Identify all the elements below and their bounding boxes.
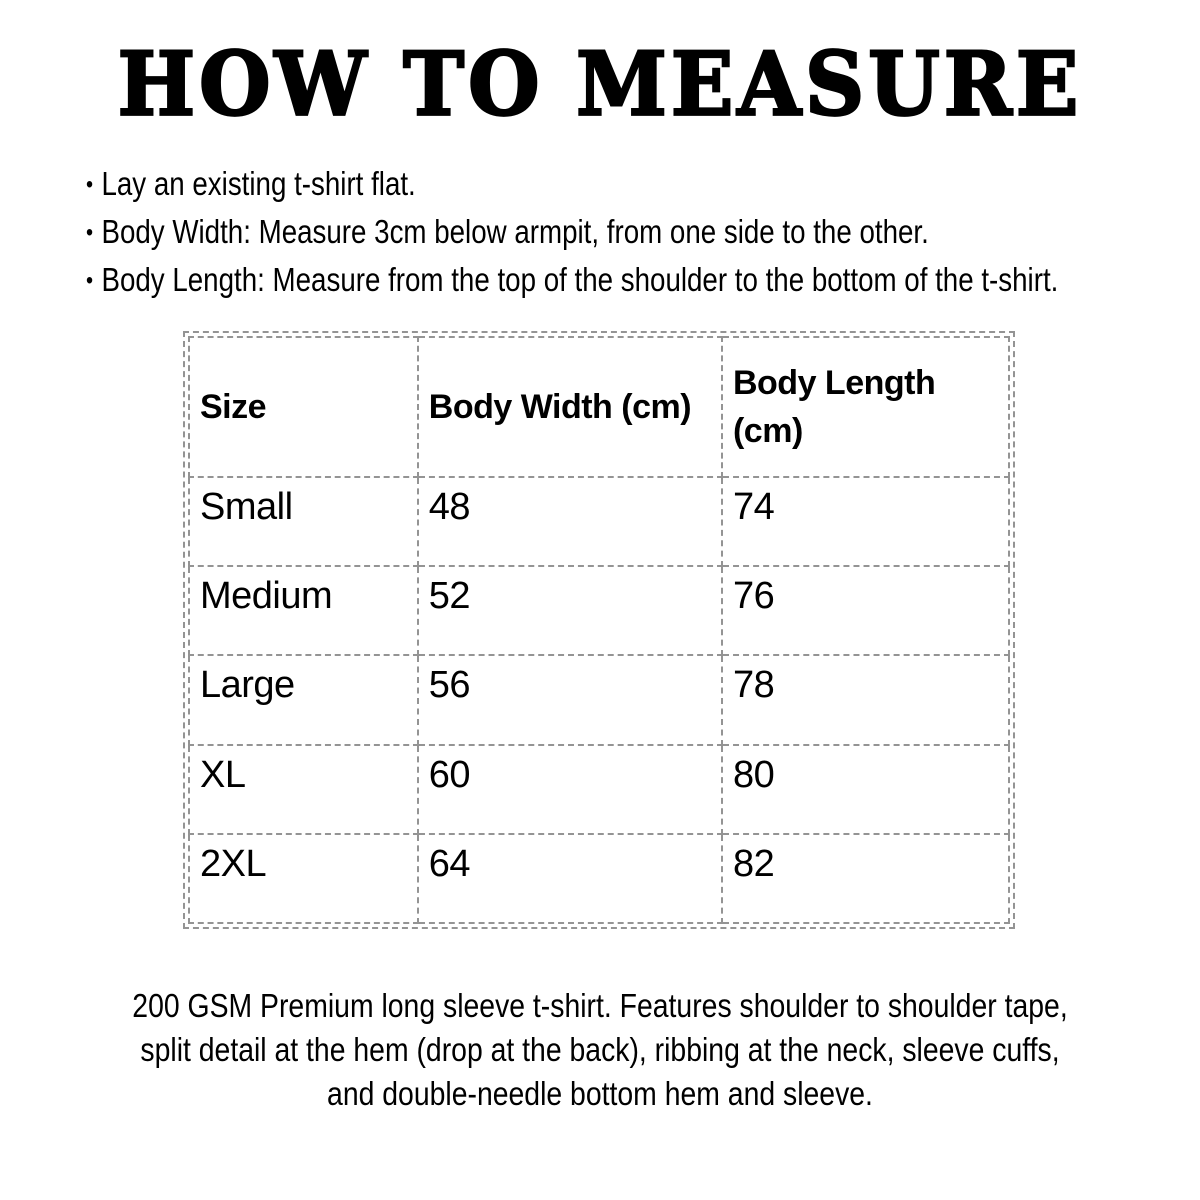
body-width-cell: 60 <box>416 743 723 835</box>
description-line: 200 GSM Premium long sleeve t-shirt. Fea… <box>132 987 1068 1024</box>
table-row: XL 60 80 <box>188 743 1011 835</box>
table-row: Large 56 78 <box>188 654 1011 746</box>
body-length-cell: 74 <box>720 475 1011 568</box>
description-line: split detail at the hem (drop at the bac… <box>140 1031 1060 1068</box>
body-length-cell: 82 <box>720 832 1011 925</box>
body-width-cell: 64 <box>416 832 723 925</box>
body-length-cell: 80 <box>720 743 1011 835</box>
instruction-item: • Body Width: Measure 3cm below armpit, f… <box>86 208 1058 256</box>
column-header-body-width: Body Width (cm) <box>416 336 723 478</box>
size-cell: XL <box>188 743 419 835</box>
instruction-text: Lay an existing t-shirt flat. <box>101 165 416 202</box>
body-width-cell: 52 <box>416 565 723 657</box>
size-cell: 2XL <box>188 832 419 925</box>
bullet-icon: • <box>86 171 94 198</box>
instructions-list: • Lay an existing t-shirt flat. • Body Wid… <box>86 160 1058 304</box>
instruction-text: Body Width: Measure 3cm below armpit, fr… <box>101 213 929 250</box>
column-header-body-length: Body Length (cm) <box>720 336 1011 478</box>
body-length-cell: 78 <box>720 654 1011 746</box>
page-title: HOW TO MEASURE <box>116 33 1083 137</box>
bullet-icon: • <box>86 267 94 294</box>
column-header-size: Size <box>188 336 419 478</box>
size-cell: Medium <box>188 565 419 657</box>
header-row: Size Body Width (cm) Body Length (cm) <box>188 336 1011 478</box>
table-row: Medium 52 76 <box>188 565 1011 657</box>
instruction-text: Body Length: Measure from the top of the… <box>101 261 1059 298</box>
size-cell: Large <box>188 654 419 746</box>
size-chart-table: Size Body Width (cm) Body Length (cm) Sm… <box>188 336 1011 925</box>
body-width-cell: 48 <box>416 475 723 568</box>
description-line: and double-needle bottom hem and sleeve. <box>327 1075 873 1112</box>
table-row: Small 48 74 <box>188 475 1011 568</box>
bullet-icon: • <box>86 219 94 246</box>
size-chart: Size Body Width (cm) Body Length (cm) Sm… <box>183 331 1015 929</box>
instruction-item: • Body Length: Measure from the top of th… <box>86 256 1058 304</box>
body-length-cell: 76 <box>720 565 1011 657</box>
instruction-item: • Lay an existing t-shirt flat. <box>86 160 1058 208</box>
table-row: 2XL 64 82 <box>188 832 1011 925</box>
body-width-cell: 56 <box>416 654 723 746</box>
product-description: 200 GSM Premium long sleeve t-shirt. Fea… <box>84 984 1116 1116</box>
size-cell: Small <box>188 475 419 568</box>
